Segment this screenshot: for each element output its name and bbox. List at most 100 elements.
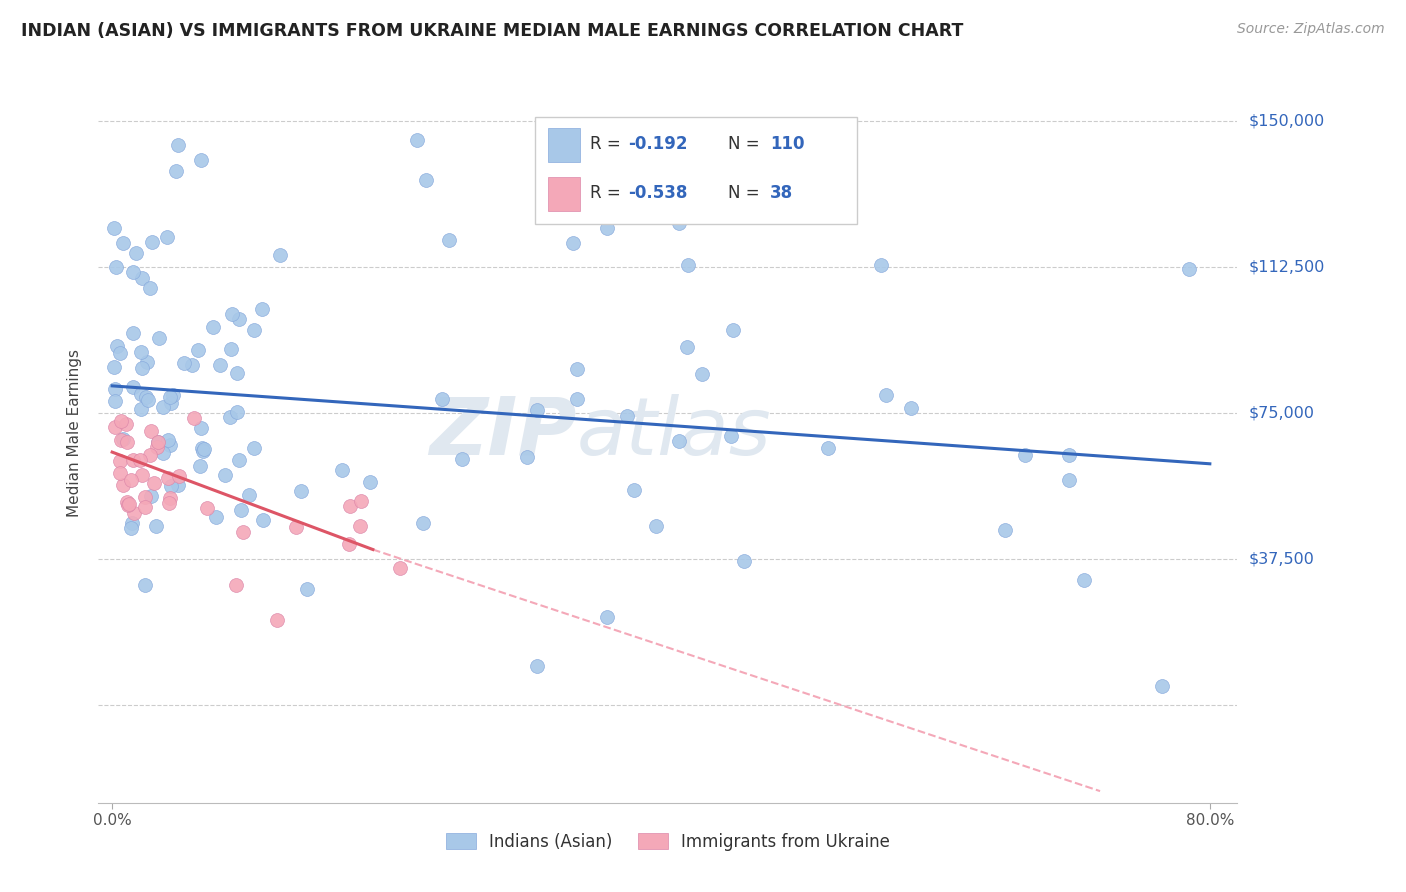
Point (114, 417, 136, 431)
Point (190, 421, 212, 435)
Point (131, 361, 153, 376)
Point (415, 173, 437, 187)
Point (104, 382, 127, 396)
Point (290, 483, 312, 498)
Point (205, 509, 228, 524)
FancyBboxPatch shape (548, 128, 581, 162)
Point (295, 582, 318, 597)
Point (122, 326, 145, 340)
Point (131, 387, 153, 401)
Point (668, 216, 690, 230)
FancyBboxPatch shape (548, 177, 581, 211)
Y-axis label: Median Male Earnings: Median Male Earnings (67, 349, 83, 516)
Point (110, 434, 132, 448)
Point (232, 524, 254, 539)
Point (330, 462, 353, 476)
Point (159, 438, 181, 452)
Text: N =: N = (728, 135, 765, 153)
Point (596, 220, 619, 235)
Point (156, 230, 179, 244)
Point (645, 519, 668, 533)
Point (129, 453, 152, 467)
Point (183, 410, 205, 425)
Point (218, 409, 240, 424)
Point (430, 392, 453, 406)
Point (817, 441, 839, 455)
Point (616, 409, 638, 424)
Point (187, 343, 209, 357)
Point (721, 322, 744, 336)
Point (145, 519, 167, 533)
Point (104, 393, 127, 408)
Point (389, 561, 412, 575)
Point (193, 442, 215, 456)
Text: -0.192: -0.192 (628, 135, 688, 153)
Point (122, 506, 145, 520)
Point (159, 491, 181, 505)
Point (188, 459, 211, 474)
Point (349, 519, 371, 533)
Point (359, 475, 381, 489)
Point (129, 344, 152, 359)
Point (120, 474, 142, 488)
Point (139, 281, 162, 295)
Point (115, 494, 138, 508)
Point (143, 475, 166, 490)
Point (134, 490, 156, 504)
Point (225, 366, 247, 380)
Text: 110: 110 (770, 135, 804, 153)
Point (141, 424, 163, 438)
Point (869, 258, 891, 272)
Point (238, 488, 260, 502)
Point (405, 133, 427, 147)
Text: $75,000: $75,000 (1249, 406, 1315, 421)
Point (139, 489, 162, 503)
Point (112, 432, 135, 446)
Point (412, 516, 434, 531)
Point (108, 454, 131, 468)
Point (994, 524, 1017, 538)
Text: ZIP: ZIP (429, 393, 576, 472)
Point (148, 331, 170, 345)
Point (214, 468, 236, 483)
Point (103, 359, 125, 374)
Point (1178, 262, 1201, 277)
Point (135, 390, 157, 404)
Point (165, 164, 187, 178)
Point (112, 235, 135, 250)
Point (226, 405, 249, 419)
Point (191, 444, 214, 458)
Point (131, 401, 153, 416)
Point (678, 258, 700, 272)
Point (350, 493, 373, 508)
Point (120, 521, 142, 535)
Text: $112,500: $112,500 (1249, 260, 1324, 275)
Point (112, 478, 135, 492)
Point (121, 516, 143, 531)
Text: N =: N = (728, 184, 765, 202)
Point (243, 441, 266, 455)
Point (115, 434, 138, 449)
Point (221, 307, 243, 321)
Point (1073, 573, 1095, 587)
Point (266, 613, 288, 627)
Point (252, 513, 274, 527)
Point (1057, 448, 1080, 462)
Point (668, 434, 690, 449)
Point (269, 248, 291, 262)
Point (229, 503, 252, 517)
Text: R =: R = (591, 135, 626, 153)
Point (117, 497, 139, 511)
Point (733, 554, 755, 568)
Point (242, 323, 264, 337)
Point (219, 343, 242, 357)
Point (173, 356, 195, 370)
Point (167, 469, 190, 483)
Point (162, 388, 184, 402)
Point (136, 355, 159, 369)
Point (195, 501, 218, 516)
Point (125, 245, 148, 260)
Point (596, 610, 619, 624)
Text: INDIAN (ASIAN) VS IMMIGRANTS FROM UKRAINE MEDIAN MALE EARNINGS CORRELATION CHART: INDIAN (ASIAN) VS IMMIGRANTS FROM UKRAIN… (21, 22, 963, 40)
Point (108, 467, 131, 481)
